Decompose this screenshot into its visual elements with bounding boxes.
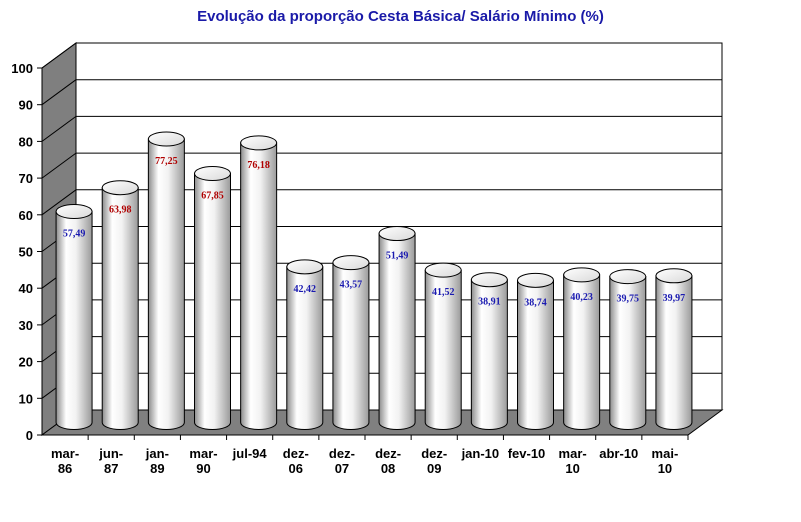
y-axis: 0 10 20 30 40 50 60 70 80 90 100 bbox=[11, 61, 688, 443]
data-labels: 57,49 63,98 77,25 67,85 76,18 42,42 43,57 51,49… bbox=[63, 156, 685, 308]
x-tick-label: jul-94 bbox=[232, 446, 268, 461]
bar bbox=[101, 180, 139, 430]
bar bbox=[194, 165, 231, 430]
data-label: 57,49 bbox=[63, 229, 86, 240]
bar-top bbox=[55, 204, 93, 220]
x-tick-label: jan-89 bbox=[145, 446, 169, 476]
bar bbox=[470, 272, 508, 430]
bar-body bbox=[55, 211, 93, 430]
y-tick-label: 70 bbox=[19, 171, 33, 186]
x-tick-label: jun-87 bbox=[98, 446, 123, 476]
gridline-side bbox=[41, 79, 77, 106]
y-tick-label: 50 bbox=[19, 245, 33, 260]
x-tick-label: abr-10 bbox=[599, 446, 638, 461]
bar-top bbox=[194, 165, 231, 181]
data-label: 38,91 bbox=[478, 297, 501, 308]
bar-top bbox=[655, 268, 693, 284]
x-tick-label: jan-10 bbox=[461, 446, 500, 461]
y-tick-label: 80 bbox=[19, 134, 33, 149]
y-tick-label: 20 bbox=[19, 355, 33, 370]
x-tick-label: mar-86 bbox=[51, 446, 79, 476]
bar-top bbox=[609, 269, 647, 285]
bar bbox=[609, 269, 647, 430]
gridline-side bbox=[41, 115, 77, 142]
bar bbox=[424, 262, 462, 430]
bar-top bbox=[101, 180, 139, 196]
bar bbox=[147, 131, 185, 430]
bar-top bbox=[332, 255, 370, 271]
bar-top bbox=[563, 267, 601, 283]
bar-body bbox=[240, 142, 278, 430]
bar bbox=[332, 255, 370, 430]
x-axis: mar-86 jun-87 jan-89 mar-90 jul-94 dez-06 dez-… bbox=[51, 435, 689, 476]
data-label: 39,97 bbox=[663, 293, 686, 304]
y-tick-label: 90 bbox=[19, 98, 33, 113]
x-tick-label: mar-90 bbox=[189, 446, 217, 476]
bar-body bbox=[609, 276, 647, 430]
bar-body bbox=[563, 274, 601, 430]
chart-title: Evolução da proporção Cesta Básica/ Salá… bbox=[197, 8, 604, 25]
bar-body bbox=[332, 262, 370, 430]
data-label: 63,98 bbox=[109, 205, 132, 216]
bar-top bbox=[378, 226, 416, 242]
x-tick-label: dez-07 bbox=[329, 446, 355, 476]
y-tick-label: 0 bbox=[26, 428, 33, 443]
bar-top bbox=[424, 262, 462, 278]
bar-top bbox=[470, 272, 508, 288]
data-label: 76,18 bbox=[247, 160, 270, 171]
x-tick-label: dez-06 bbox=[283, 446, 309, 476]
bar-body bbox=[470, 279, 508, 430]
bar-top bbox=[240, 135, 278, 151]
y-tick-label: 10 bbox=[19, 391, 33, 406]
bar bbox=[655, 268, 693, 430]
data-label: 39,75 bbox=[617, 294, 640, 305]
y-tick-label: 30 bbox=[19, 318, 33, 333]
bar-body bbox=[655, 275, 693, 430]
gridline-side bbox=[41, 42, 77, 69]
x-tick-label: fev-10 bbox=[508, 446, 546, 461]
x-tick-label: dez-09 bbox=[421, 446, 447, 476]
bar bbox=[55, 204, 93, 430]
bar-top bbox=[147, 131, 185, 147]
y-tick-label: 40 bbox=[19, 281, 33, 296]
bar-body bbox=[517, 279, 554, 430]
bar bbox=[240, 135, 278, 430]
x-tick-label: mar-10 bbox=[559, 446, 587, 476]
bar-body bbox=[147, 138, 185, 430]
bar-top bbox=[517, 272, 554, 288]
data-label: 43,57 bbox=[340, 280, 363, 291]
data-label: 67,85 bbox=[201, 190, 224, 201]
gridline-side bbox=[41, 189, 77, 216]
data-label: 38,74 bbox=[524, 297, 547, 308]
bar-top bbox=[286, 259, 324, 275]
y-tick-label: 60 bbox=[19, 208, 33, 223]
x-tick-label: mai-10 bbox=[652, 446, 679, 476]
bar-body bbox=[378, 233, 416, 430]
bar-body bbox=[424, 269, 462, 430]
bar bbox=[378, 226, 416, 430]
bar-body bbox=[194, 172, 231, 430]
y-tick-label: 100 bbox=[11, 61, 33, 76]
bar bbox=[286, 259, 324, 430]
data-label: 77,25 bbox=[155, 156, 178, 167]
bar bbox=[563, 267, 601, 430]
data-label: 41,52 bbox=[432, 287, 455, 298]
bar-body bbox=[286, 266, 324, 430]
data-label: 42,42 bbox=[294, 284, 317, 295]
bar bbox=[517, 272, 554, 430]
data-label: 40,23 bbox=[570, 292, 593, 303]
bar-body bbox=[101, 187, 139, 430]
bars bbox=[55, 131, 693, 430]
x-tick-label: dez-08 bbox=[375, 446, 401, 476]
data-label: 51,49 bbox=[386, 251, 409, 262]
gridline-side bbox=[41, 152, 77, 179]
